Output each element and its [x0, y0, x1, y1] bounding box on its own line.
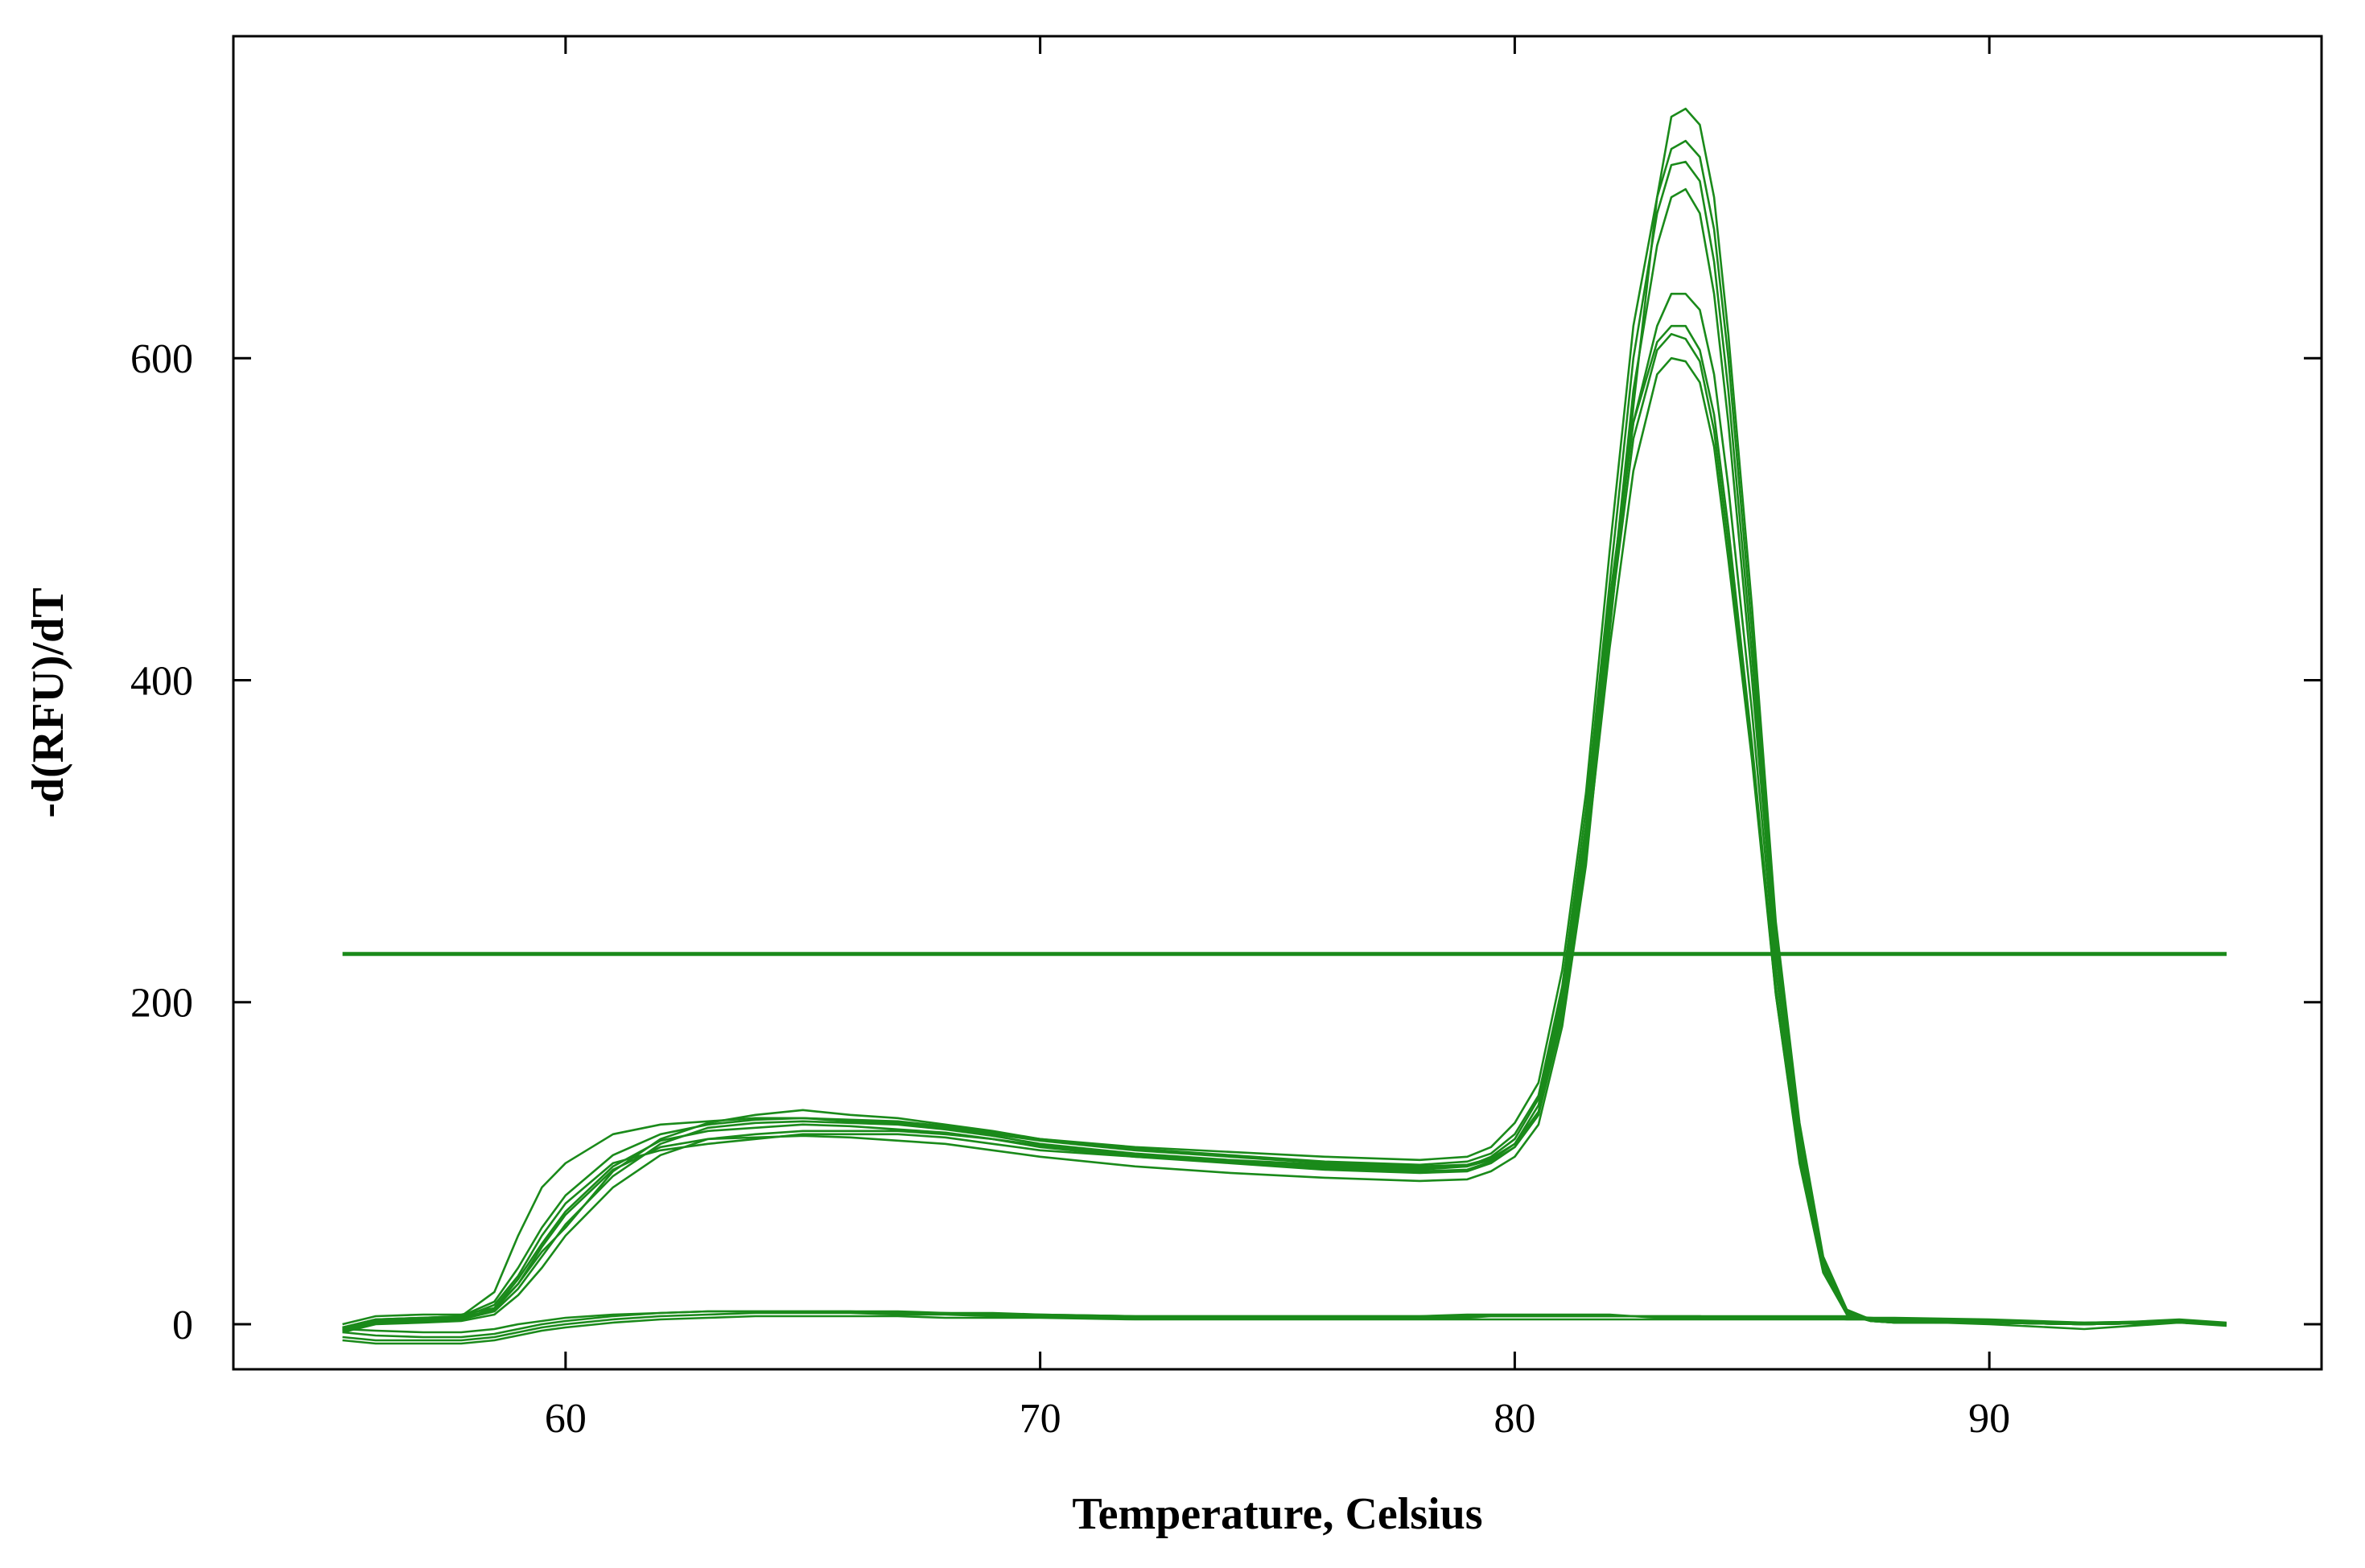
x-tick-label: 90 [1968, 1396, 2010, 1442]
x-axis-title: Temperature, Celsius [1072, 1489, 1482, 1539]
melt-curve-10 [342, 1310, 2227, 1339]
melt-curve-6 [342, 107, 2227, 1331]
x-tick-label: 70 [1020, 1396, 1061, 1442]
plot-frame [232, 35, 2323, 1371]
y-tick-label: 400 [130, 658, 193, 704]
melt-curve-7 [342, 160, 2227, 1329]
melt-curve-2 [342, 292, 2227, 1331]
melt-curve-12 [342, 1310, 2227, 1334]
y-tick-label: 0 [172, 1303, 193, 1348]
y-tick-label: 600 [130, 336, 193, 382]
tick-group: 60 70 80 90 0 200 400 600 [130, 36, 2322, 1442]
curve-group [342, 107, 2227, 1345]
y-tick-label: 200 [130, 981, 193, 1027]
y-axis-title: -d(RFU)/dT [23, 587, 73, 817]
melt-curve-11 [342, 1315, 2227, 1345]
melt-curve-8 [342, 332, 2227, 1332]
x-tick-label: 60 [545, 1396, 587, 1442]
x-tick-label: 80 [1494, 1396, 1535, 1442]
